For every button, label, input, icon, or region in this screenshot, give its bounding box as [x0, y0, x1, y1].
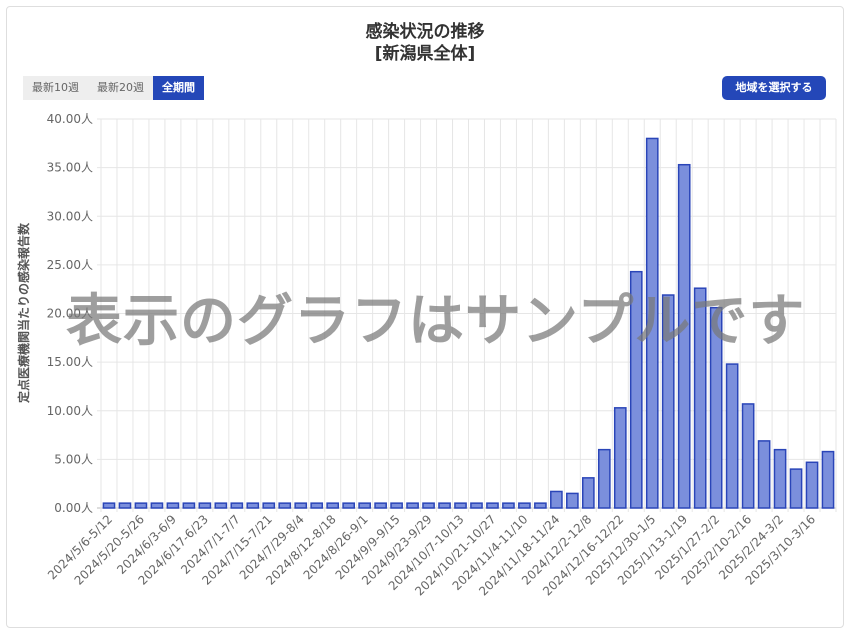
bar[interactable]: [358, 502, 371, 509]
bar[interactable]: [294, 502, 308, 509]
y-tick-label: 20.00人: [47, 307, 93, 321]
bar[interactable]: [422, 502, 435, 509]
bar[interactable]: [518, 502, 531, 509]
bar[interactable]: [454, 502, 467, 509]
bar[interactable]: [821, 450, 835, 509]
bar[interactable]: [182, 502, 196, 509]
bar[interactable]: [102, 502, 116, 509]
bar[interactable]: [773, 448, 787, 509]
y-tick-label: 5.00人: [54, 452, 93, 466]
bar[interactable]: [438, 502, 451, 509]
bar[interactable]: [150, 502, 164, 509]
bar[interactable]: [645, 137, 659, 509]
bar[interactable]: [390, 502, 403, 509]
bar[interactable]: [230, 502, 244, 509]
bar[interactable]: [534, 502, 547, 509]
bar[interactable]: [725, 363, 739, 509]
bar[interactable]: [310, 502, 324, 509]
bar[interactable]: [214, 502, 228, 509]
bar[interactable]: [198, 502, 212, 509]
bar[interactable]: [757, 440, 771, 509]
bar[interactable]: [278, 502, 292, 509]
tab-latest-20-weeks[interactable]: 最新20週: [97, 81, 144, 94]
chart-subtitle: [新潟県全体]: [374, 44, 476, 64]
bar[interactable]: [246, 502, 260, 509]
bar[interactable]: [118, 502, 132, 509]
bar[interactable]: [613, 407, 627, 509]
chart-title: 感染状況の推移: [365, 22, 485, 42]
bar[interactable]: [629, 270, 643, 509]
y-axis-ticks: 0.00人 5.00人 10.00人 15.00人 20.00人 25.00人 30.00人…: [47, 112, 93, 515]
bar[interactable]: [262, 502, 276, 509]
bar[interactable]: [805, 461, 819, 509]
tab-latest-10-weeks[interactable]: 最新10週: [32, 81, 79, 94]
bar[interactable]: [741, 403, 755, 509]
bars: [102, 137, 835, 509]
bar[interactable]: [566, 492, 579, 509]
bar[interactable]: [486, 502, 499, 509]
y-tick-label: 0.00人: [54, 501, 93, 515]
select-region-button[interactable]: 地域を選択する: [722, 76, 826, 100]
bar[interactable]: [470, 502, 483, 509]
period-tabs: 最新10週 最新20週 全期間: [23, 76, 204, 100]
bar[interactable]: [789, 468, 803, 509]
bar[interactable]: [597, 448, 611, 509]
x-axis-ticks: 2024/5/6-5/122024/5/20-5/262024/6/3-6/92…: [45, 512, 818, 598]
y-axis-label: 定点医療機関当たりの感染報告数: [16, 222, 31, 403]
y-tick-label: 30.00人: [47, 209, 93, 223]
bar[interactable]: [693, 287, 707, 509]
y-tick-label: 25.00人: [47, 258, 93, 272]
bar[interactable]: [406, 502, 419, 509]
bar[interactable]: [166, 502, 180, 509]
y-tick-label: 15.00人: [47, 355, 93, 369]
bar[interactable]: [581, 477, 595, 509]
bar[interactable]: [661, 294, 675, 509]
bar[interactable]: [502, 502, 515, 509]
y-tick-label: 10.00人: [47, 404, 93, 418]
bar[interactable]: [550, 490, 563, 509]
bar[interactable]: [374, 502, 387, 509]
y-tick-label: 40.00人: [47, 112, 93, 126]
bar[interactable]: [342, 502, 356, 509]
bar[interactable]: [709, 306, 723, 509]
bar[interactable]: [134, 502, 148, 509]
y-tick-label: 35.00人: [47, 161, 93, 175]
gridlines: [97, 118, 837, 512]
bar[interactable]: [677, 163, 691, 509]
bar[interactable]: [326, 502, 340, 509]
tab-all-periods[interactable]: 全期間: [153, 76, 204, 100]
